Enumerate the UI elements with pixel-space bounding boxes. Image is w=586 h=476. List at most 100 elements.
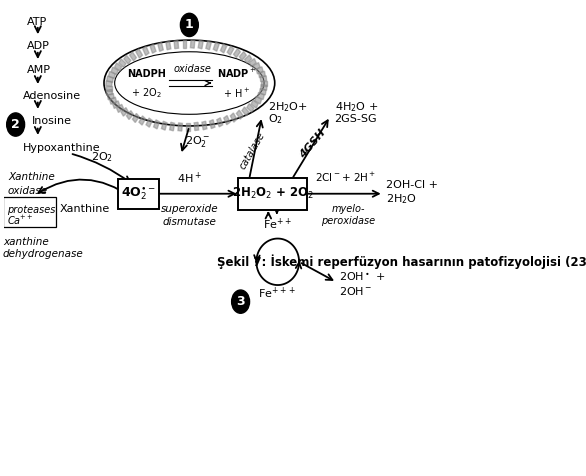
Bar (105, 86, 112, 90)
Text: 1: 1 (185, 19, 194, 31)
Text: Fe$^{+++}$: Fe$^{+++}$ (258, 286, 297, 301)
Text: xanthine: xanthine (3, 237, 49, 247)
Text: 4H$_2$O +: 4H$_2$O + (335, 100, 378, 114)
Text: proteases: proteases (7, 205, 56, 215)
Bar (111, 67, 118, 75)
Text: ATP: ATP (27, 17, 47, 27)
Text: Şekil 7: İskemi reperfüzyon hasarının patofizyolojisi (23).: Şekil 7: İskemi reperfüzyon hasarının pa… (217, 254, 586, 269)
Bar (107, 76, 113, 83)
Text: 2O$_2$: 2O$_2$ (91, 150, 113, 164)
Bar (256, 67, 263, 74)
Text: NADPH: NADPH (127, 69, 166, 79)
Bar (113, 101, 120, 109)
Bar (127, 110, 134, 119)
Bar (230, 113, 237, 122)
Bar (119, 59, 126, 68)
Bar (108, 71, 115, 79)
Text: Xanthine: Xanthine (60, 204, 110, 214)
Bar (217, 118, 223, 127)
Text: 2GS-SG: 2GS-SG (335, 114, 377, 124)
Text: dismutase: dismutase (162, 217, 216, 227)
Bar (257, 92, 264, 99)
Bar (150, 44, 156, 53)
Text: 2OH-Cl +: 2OH-Cl + (386, 180, 438, 190)
Bar (154, 120, 159, 129)
Text: Adenosine: Adenosine (23, 91, 81, 101)
Bar (169, 122, 175, 131)
Text: NADP$^+$: NADP$^+$ (217, 67, 256, 80)
Bar (183, 40, 186, 48)
Text: catalase: catalase (237, 131, 267, 171)
Text: + H$^+$: + H$^+$ (223, 87, 250, 99)
Bar (190, 40, 195, 48)
Bar (117, 104, 124, 112)
Text: 2O$_2^-$: 2O$_2^-$ (185, 134, 210, 149)
Text: 2H$_2$O: 2H$_2$O (386, 192, 417, 206)
Text: superoxide: superoxide (161, 204, 218, 214)
Text: peroxidase: peroxidase (322, 216, 376, 226)
Bar (115, 63, 122, 71)
Text: 4O$_2^{\bullet-}$: 4O$_2^{\bullet-}$ (121, 186, 156, 202)
Bar (162, 121, 167, 130)
Bar (146, 118, 152, 127)
Bar (261, 80, 267, 86)
Bar (202, 121, 207, 130)
Text: oxidase: oxidase (8, 186, 48, 196)
Text: dehydrogenase: dehydrogenase (3, 249, 84, 259)
Text: Xanthine: Xanthine (8, 172, 54, 182)
Text: Hypoxanthine: Hypoxanthine (23, 143, 101, 153)
Bar (178, 123, 182, 131)
Bar (124, 55, 131, 64)
Bar (107, 93, 114, 100)
Bar (139, 116, 145, 125)
Bar (247, 104, 254, 112)
Text: myelo-: myelo- (332, 204, 365, 214)
Bar (213, 42, 219, 51)
Bar (110, 97, 117, 104)
Text: 2OH$^-$: 2OH$^-$ (339, 285, 372, 297)
Text: Ca$^{++}$: Ca$^{++}$ (7, 214, 34, 228)
Bar (136, 49, 142, 58)
Bar (242, 107, 249, 116)
Bar (130, 52, 137, 61)
FancyBboxPatch shape (118, 179, 159, 208)
Text: 2Cl$^-$+ 2H$^+$: 2Cl$^-$+ 2H$^+$ (315, 171, 376, 184)
Text: Inosine: Inosine (32, 116, 71, 126)
Bar (220, 44, 227, 53)
Bar (258, 71, 265, 78)
Bar (224, 116, 230, 125)
Bar (198, 40, 203, 49)
Text: 2OH$^\bullet$ +: 2OH$^\bullet$ + (339, 270, 385, 283)
Circle shape (180, 13, 198, 37)
Bar (186, 123, 190, 131)
Bar (132, 113, 139, 122)
Text: 4H$^+$: 4H$^+$ (177, 171, 202, 186)
Text: 2H$_2$O+: 2H$_2$O+ (268, 100, 308, 114)
Text: 3: 3 (236, 295, 245, 308)
Text: O$_2$: O$_2$ (268, 112, 284, 126)
Bar (244, 55, 251, 63)
Bar (260, 76, 267, 81)
Text: AMP: AMP (27, 65, 51, 75)
Circle shape (6, 113, 25, 136)
Bar (261, 84, 267, 90)
Circle shape (231, 290, 250, 313)
Bar (227, 46, 234, 55)
Bar (121, 108, 128, 116)
Bar (251, 100, 258, 108)
Bar (194, 122, 199, 130)
Bar (236, 110, 243, 119)
Bar (253, 62, 260, 70)
Text: + 2O$_2$: + 2O$_2$ (131, 86, 162, 100)
Bar (158, 42, 163, 51)
Text: 4GSH: 4GSH (298, 128, 328, 160)
Text: ADP: ADP (27, 41, 50, 51)
Bar (249, 59, 256, 67)
Bar (239, 51, 246, 60)
Bar (105, 81, 112, 87)
Bar (174, 40, 179, 49)
Bar (255, 96, 261, 104)
Bar (106, 89, 113, 95)
FancyBboxPatch shape (239, 178, 307, 210)
Bar (143, 46, 149, 56)
